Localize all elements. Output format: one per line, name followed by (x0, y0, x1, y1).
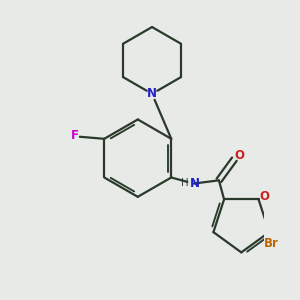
Text: N: N (147, 87, 157, 100)
Text: O: O (234, 148, 244, 162)
Text: O: O (259, 190, 269, 202)
Text: H: H (181, 178, 188, 188)
Text: F: F (70, 130, 79, 142)
Text: Br: Br (264, 237, 279, 250)
Text: N: N (190, 177, 200, 190)
